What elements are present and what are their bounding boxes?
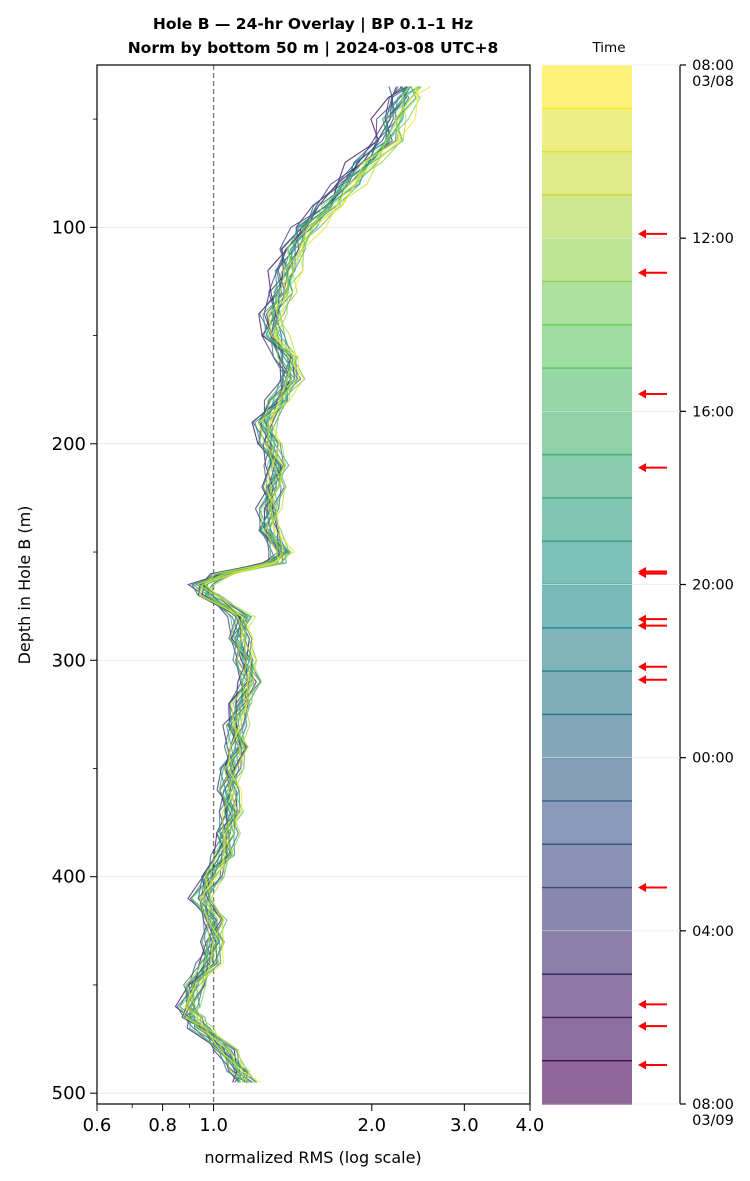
- colorbar-band: [542, 844, 632, 889]
- colorbar-band: [542, 974, 632, 1018]
- colorbar-band: [542, 671, 632, 715]
- event-arrow-head: [638, 614, 646, 624]
- colorbar-band: [542, 541, 632, 585]
- colorbar-band: [542, 1017, 632, 1062]
- colorbar-band: [542, 281, 632, 326]
- colorbar: [542, 65, 632, 1105]
- colorbar-band: [542, 368, 632, 412]
- trace-line: [185, 86, 419, 1083]
- event-arrow-head: [638, 675, 646, 685]
- y-tick-label: 300: [52, 650, 86, 671]
- colorbar-axis: 08:0003/0812:0016:0020:0000:0004:0008:00…: [542, 58, 734, 1129]
- x-tick-label: 1.0: [199, 1115, 228, 1136]
- colorbar-band: [542, 454, 632, 499]
- event-arrow-head: [638, 883, 646, 893]
- x-tick-label: 3.0: [450, 1115, 479, 1136]
- colorbar-band: [542, 714, 632, 759]
- event-arrow-head: [638, 662, 646, 672]
- plot-area: 0.6 0.8 1.0 2.0 3.0 4.0 100 200 300 400 500: [52, 64, 545, 1136]
- event-arrow-head: [638, 1021, 646, 1031]
- event-arrow-head: [638, 463, 646, 473]
- y-axis-label: Depth in Hole B (m): [15, 506, 34, 665]
- colorbar-band: [542, 108, 632, 153]
- colorbar-tick-label: 00:00: [692, 751, 734, 767]
- x-tick-label: 4.0: [516, 1115, 545, 1136]
- colorbar-label: Time: [591, 40, 625, 56]
- colorbar-band: [542, 151, 632, 196]
- colorbar-band: [542, 324, 632, 369]
- colorbar-band: [542, 1060, 632, 1105]
- x-tick-label: 2.0: [357, 1115, 386, 1136]
- trace-line: [190, 86, 421, 1083]
- grid: [97, 226, 530, 1094]
- colorbar-band: [542, 887, 632, 932]
- colorbar-tick-label: 20:00: [692, 578, 734, 594]
- colorbar-band: [542, 627, 632, 672]
- trace-line: [185, 86, 410, 1083]
- event-arrow-head: [638, 268, 646, 278]
- event-arrow-head: [638, 1060, 646, 1070]
- event-arrow-head: [638, 389, 646, 399]
- colorbar-band: [542, 65, 632, 109]
- x-axis: 0.6 0.8 1.0 2.0 3.0 4.0: [83, 1104, 545, 1136]
- colorbar-tick-label: 12:00: [692, 231, 734, 247]
- y-axis: 100 200 300 400 500: [52, 118, 97, 1104]
- event-arrow-head: [638, 621, 646, 631]
- x-tick-label: 0.8: [148, 1115, 177, 1136]
- colorbar-tick-label: 03/09: [692, 1113, 734, 1129]
- colorbar-band: [542, 497, 632, 542]
- y-tick-label: 100: [52, 217, 86, 238]
- colorbar-band: [542, 757, 632, 802]
- colorbar-tick-label: 03/08: [692, 74, 734, 90]
- colorbar-tick-label: 04:00: [692, 924, 734, 940]
- trace-group: [174, 86, 432, 1083]
- y-tick-label: 400: [52, 867, 86, 888]
- event-arrow-head: [638, 569, 646, 579]
- y-tick-label: 500: [52, 1083, 86, 1104]
- x-tick-label: 0.6: [83, 1115, 112, 1136]
- colorbar-band: [542, 194, 632, 239]
- y-tick-label: 200: [52, 434, 86, 455]
- event-markers: [638, 229, 667, 1070]
- chart-title-line1: Hole B — 24-hr Overlay | BP 0.1–1 Hz: [153, 15, 473, 34]
- colorbar-band: [542, 238, 632, 282]
- event-arrow-head: [638, 999, 646, 1009]
- trace-line: [184, 86, 419, 1083]
- trace-line: [179, 86, 420, 1083]
- colorbar-band: [542, 584, 632, 629]
- plot-border: [96, 64, 531, 1105]
- colorbar-band: [542, 930, 632, 975]
- trace-line: [189, 86, 417, 1083]
- plot-frame: [97, 65, 530, 1104]
- colorbar-tick-label: 16:00: [692, 404, 734, 420]
- event-arrow-head: [638, 229, 646, 239]
- chart-title-line2: Norm by bottom 50 m | 2024-03-08 UTC+8: [128, 39, 499, 58]
- colorbar-band: [542, 800, 632, 845]
- colorbar-tick-label: 08:00: [692, 1097, 734, 1113]
- colorbar-tick-label: 08:00: [692, 58, 734, 74]
- x-axis-label: normalized RMS (log scale): [204, 1148, 421, 1167]
- colorbar-band: [542, 411, 632, 456]
